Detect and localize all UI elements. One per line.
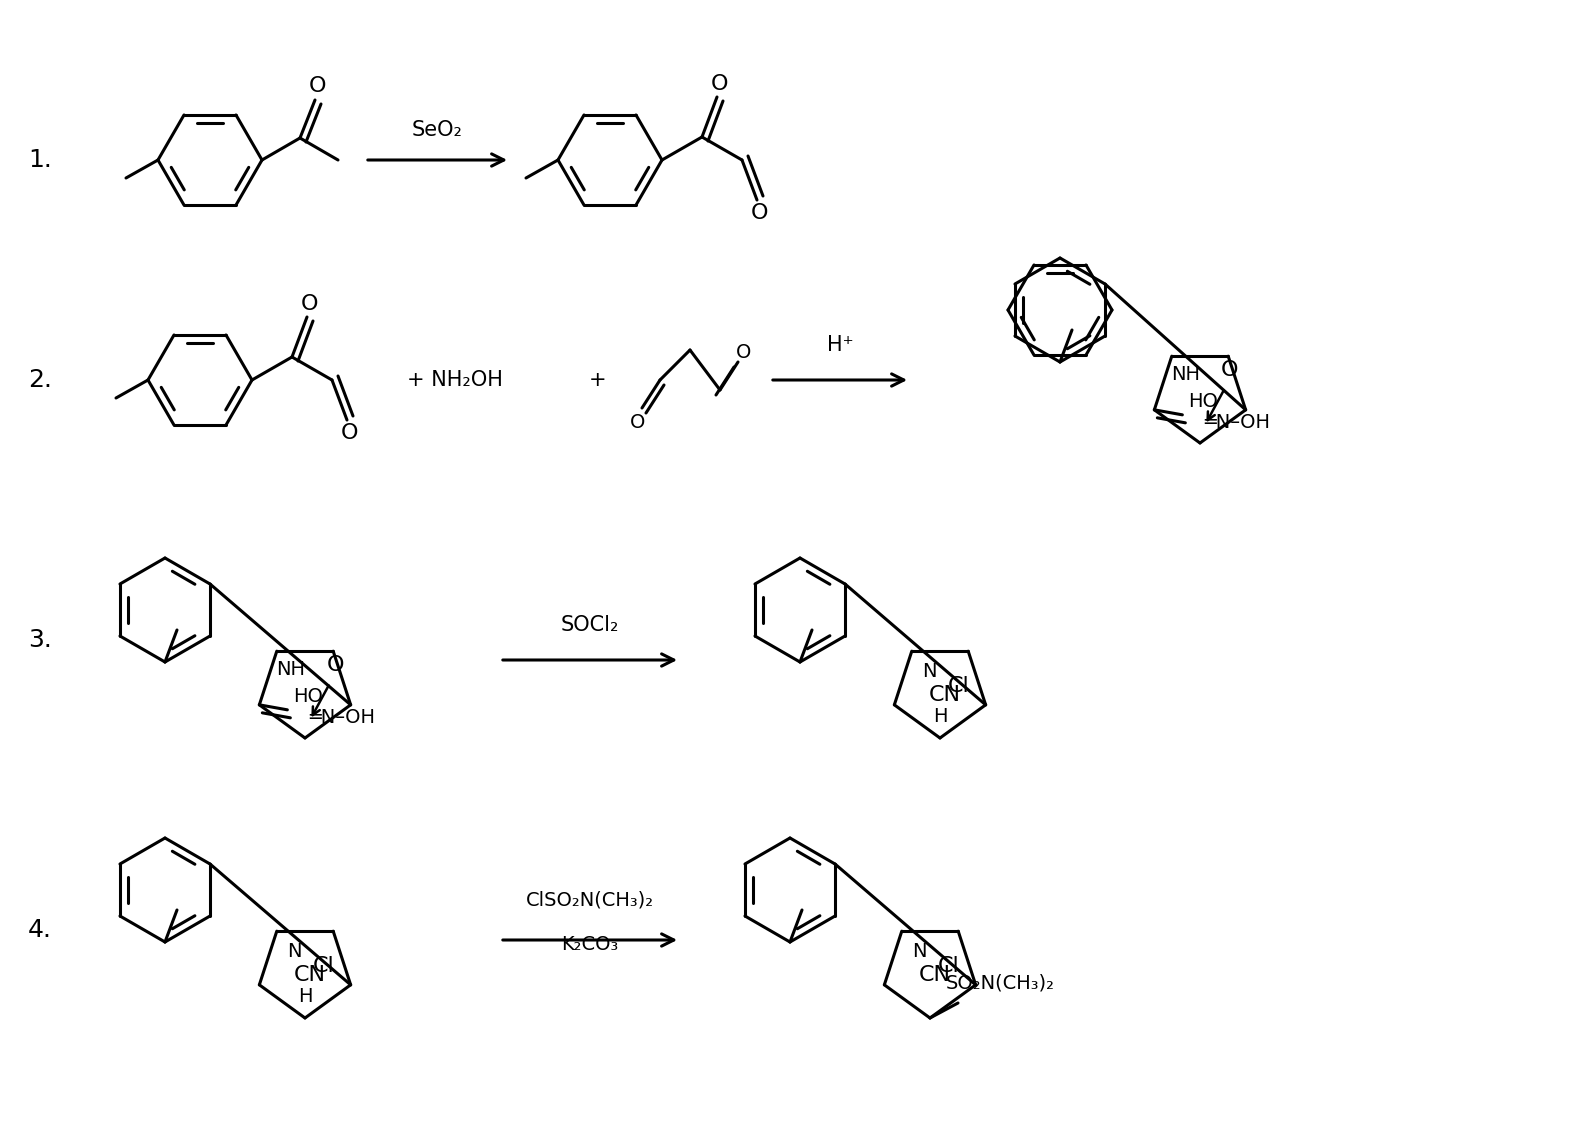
Text: 1.: 1. bbox=[28, 148, 52, 172]
Text: 2.: 2. bbox=[28, 368, 52, 392]
Text: HO: HO bbox=[1189, 391, 1217, 410]
Text: N: N bbox=[913, 942, 927, 961]
Text: CN: CN bbox=[293, 965, 325, 985]
Text: SOCl₂: SOCl₂ bbox=[561, 615, 620, 634]
Text: SeO₂: SeO₂ bbox=[412, 120, 462, 140]
Text: O: O bbox=[341, 423, 358, 443]
Text: 3.: 3. bbox=[28, 628, 52, 652]
Text: CN: CN bbox=[918, 965, 951, 985]
Text: + NH₂OH: + NH₂OH bbox=[407, 370, 503, 390]
Text: NH: NH bbox=[1172, 364, 1200, 383]
Text: O: O bbox=[631, 413, 645, 432]
Text: O: O bbox=[309, 76, 326, 96]
Text: 4.: 4. bbox=[28, 918, 52, 942]
Text: O: O bbox=[711, 74, 729, 94]
Text: CN: CN bbox=[929, 685, 960, 705]
Text: K₂CO₃: K₂CO₃ bbox=[561, 936, 618, 954]
Text: O: O bbox=[301, 294, 319, 314]
Text: ═N–OH: ═N–OH bbox=[309, 708, 375, 728]
Text: Cl: Cl bbox=[948, 676, 970, 696]
Text: Cl: Cl bbox=[937, 956, 959, 976]
Text: H⁺: H⁺ bbox=[826, 335, 853, 355]
Text: ClSO₂N(CH₃)₂: ClSO₂N(CH₃)₂ bbox=[527, 890, 654, 909]
Text: O: O bbox=[736, 343, 752, 361]
Text: NH: NH bbox=[276, 659, 306, 678]
Text: SO₂N(CH₃)₂: SO₂N(CH₃)₂ bbox=[946, 973, 1055, 992]
Text: +: + bbox=[590, 370, 607, 390]
Text: O: O bbox=[326, 655, 344, 675]
Text: O: O bbox=[751, 203, 768, 223]
Text: N: N bbox=[287, 942, 303, 961]
Text: H: H bbox=[298, 986, 312, 1006]
Text: O: O bbox=[1221, 360, 1240, 380]
Text: N: N bbox=[923, 661, 937, 680]
Text: HO: HO bbox=[293, 687, 323, 705]
Text: ═N–OH: ═N–OH bbox=[1205, 414, 1271, 433]
Text: Cl: Cl bbox=[312, 956, 334, 976]
Text: H: H bbox=[932, 706, 948, 725]
